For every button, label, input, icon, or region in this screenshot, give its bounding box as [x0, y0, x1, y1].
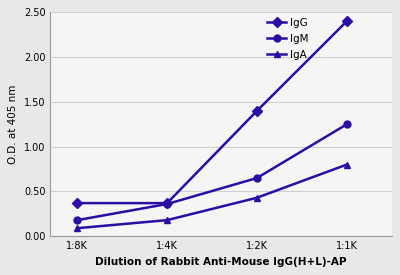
Legend: IgG, IgM, IgA: IgG, IgM, IgA: [267, 18, 309, 60]
IgA: [165, 218, 170, 222]
IgG: [75, 202, 80, 205]
Y-axis label: O.D. at 405 nm: O.D. at 405 nm: [8, 85, 18, 164]
Line: IgA: IgA: [74, 161, 350, 232]
IgM: [344, 123, 349, 126]
IgG: [344, 20, 349, 23]
IgA: [75, 227, 80, 230]
IgG: [254, 109, 259, 112]
IgA: [254, 196, 259, 199]
IgM: [165, 202, 170, 206]
IgM: [254, 176, 259, 180]
X-axis label: Dilution of Rabbit Anti-Mouse IgG(H+L)-AP: Dilution of Rabbit Anti-Mouse IgG(H+L)-A…: [95, 257, 347, 267]
Line: IgM: IgM: [74, 121, 350, 224]
Line: IgG: IgG: [74, 18, 350, 207]
IgA: [344, 163, 349, 166]
IgG: [165, 202, 170, 205]
IgM: [75, 218, 80, 222]
